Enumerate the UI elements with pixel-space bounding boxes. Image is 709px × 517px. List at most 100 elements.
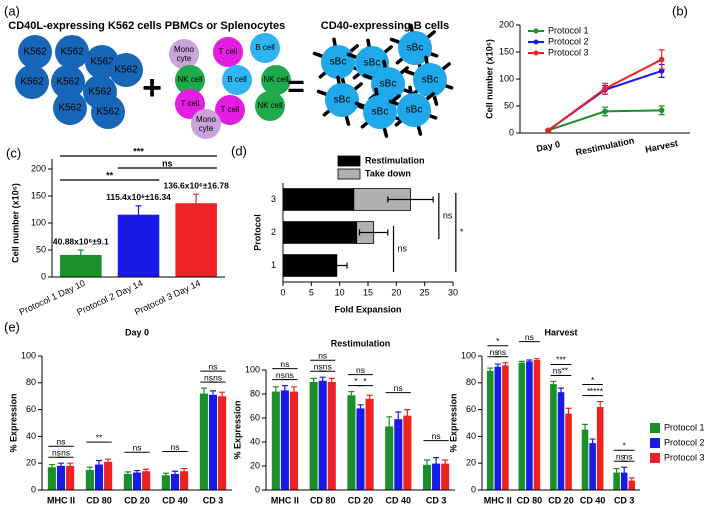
error-bar [181, 467, 188, 475]
x-tick-label: 15 [363, 287, 373, 297]
cell-label: sBc [334, 95, 351, 106]
bar [347, 395, 356, 490]
bar [60, 254, 102, 277]
cell-label: sBc [422, 75, 439, 86]
error-bar [424, 459, 431, 471]
y-tick-label: 60 [26, 404, 36, 414]
bar [85, 469, 94, 490]
receptor [427, 113, 438, 120]
significance-label: ns [133, 442, 142, 452]
legend-swatch [337, 168, 361, 180]
axis [519, 25, 690, 134]
receptor [425, 30, 436, 40]
cell-label: B cell [255, 43, 275, 52]
bar [218, 396, 227, 490]
bar [403, 415, 412, 490]
error-bar [162, 472, 169, 478]
y-tick-label: 60 [250, 412, 260, 422]
receptor [404, 69, 417, 77]
cell [213, 37, 243, 67]
error-bar [358, 229, 389, 236]
y-tick-label: 80 [466, 377, 476, 387]
y-tick-label: 40 [466, 431, 476, 441]
receptor [322, 108, 332, 117]
receptor [409, 23, 414, 34]
y-axis-label: Cell number (x10⁶) [484, 39, 494, 119]
x-tick-label: MHC II [47, 495, 75, 505]
significance-label: * [460, 227, 464, 237]
bar [620, 472, 628, 490]
legend-label: Take down [365, 168, 411, 178]
bar [596, 406, 604, 490]
cell-label: K562 [56, 77, 80, 88]
bar [550, 384, 557, 490]
error-bar [200, 387, 207, 400]
legend-marker [533, 39, 539, 45]
y-tick-label: 100 [499, 73, 514, 83]
error-bar [387, 196, 434, 203]
y-axis-label: % Expression [232, 400, 242, 459]
significance-label: ** [561, 366, 568, 376]
significance-label: ns [490, 347, 499, 357]
error-bar [105, 458, 112, 466]
chart-title: Day 0 [125, 327, 149, 337]
cell [222, 65, 252, 95]
y-tick-label: 80 [250, 388, 260, 398]
x-axis-label: Fold Expansion [334, 304, 401, 314]
bar [309, 382, 318, 490]
point [602, 85, 608, 92]
bar [132, 472, 142, 490]
y-tick-label: 20 [466, 458, 476, 468]
cell-label: T cell [219, 47, 238, 56]
error-bar [48, 463, 55, 471]
error-bar [124, 471, 131, 477]
bar [327, 382, 336, 490]
receptor [424, 55, 429, 66]
cell [191, 109, 221, 139]
significance-label: ns [314, 361, 323, 371]
bar [271, 391, 280, 490]
receptor [395, 56, 405, 65]
receptor [416, 123, 423, 136]
bar [170, 473, 180, 490]
y-tick-label: 80 [26, 377, 36, 387]
error-bar [621, 466, 628, 479]
x-tick-label: 5 [309, 287, 314, 297]
error-bar [533, 358, 540, 362]
bar [117, 214, 160, 277]
cell [55, 35, 89, 69]
legend-label: Protocol 1 [664, 422, 705, 432]
error-bar [134, 469, 140, 476]
y-tick-label: 1 [271, 260, 276, 270]
group-title: PBMCs or Splenocytes [165, 20, 285, 32]
significance-label: *** [133, 146, 144, 156]
bar [441, 463, 450, 490]
panel-label: (d) [231, 143, 247, 158]
bar [502, 365, 509, 490]
bar [123, 473, 132, 490]
significance-label: ns [57, 436, 66, 446]
cell-label: sBc [380, 79, 397, 90]
cell [91, 95, 125, 129]
x-tick-label: CD 80 [86, 495, 112, 505]
operator: = [287, 70, 305, 103]
bar [494, 366, 502, 490]
bar [533, 360, 541, 490]
significance-label: ns [52, 447, 61, 457]
cell-label: K562 [88, 87, 112, 98]
x-tick-label: Day 0 [535, 139, 561, 154]
x-tick-label: CD 3 [203, 495, 224, 505]
receptor [354, 101, 367, 109]
receptor [432, 93, 439, 106]
y-tick-label: 20 [250, 460, 260, 470]
cell-label: sBc [330, 57, 347, 68]
cell-label: B cell [227, 75, 247, 84]
cell [175, 89, 205, 119]
cell-label: sBc [364, 58, 381, 69]
value-label: 40.88x10⁶±9.1 [53, 236, 109, 246]
receptor [428, 51, 439, 58]
bar [142, 471, 151, 490]
significance-label: ns [394, 383, 403, 393]
cell [169, 39, 199, 69]
x-tick-label: 20 [391, 287, 401, 297]
